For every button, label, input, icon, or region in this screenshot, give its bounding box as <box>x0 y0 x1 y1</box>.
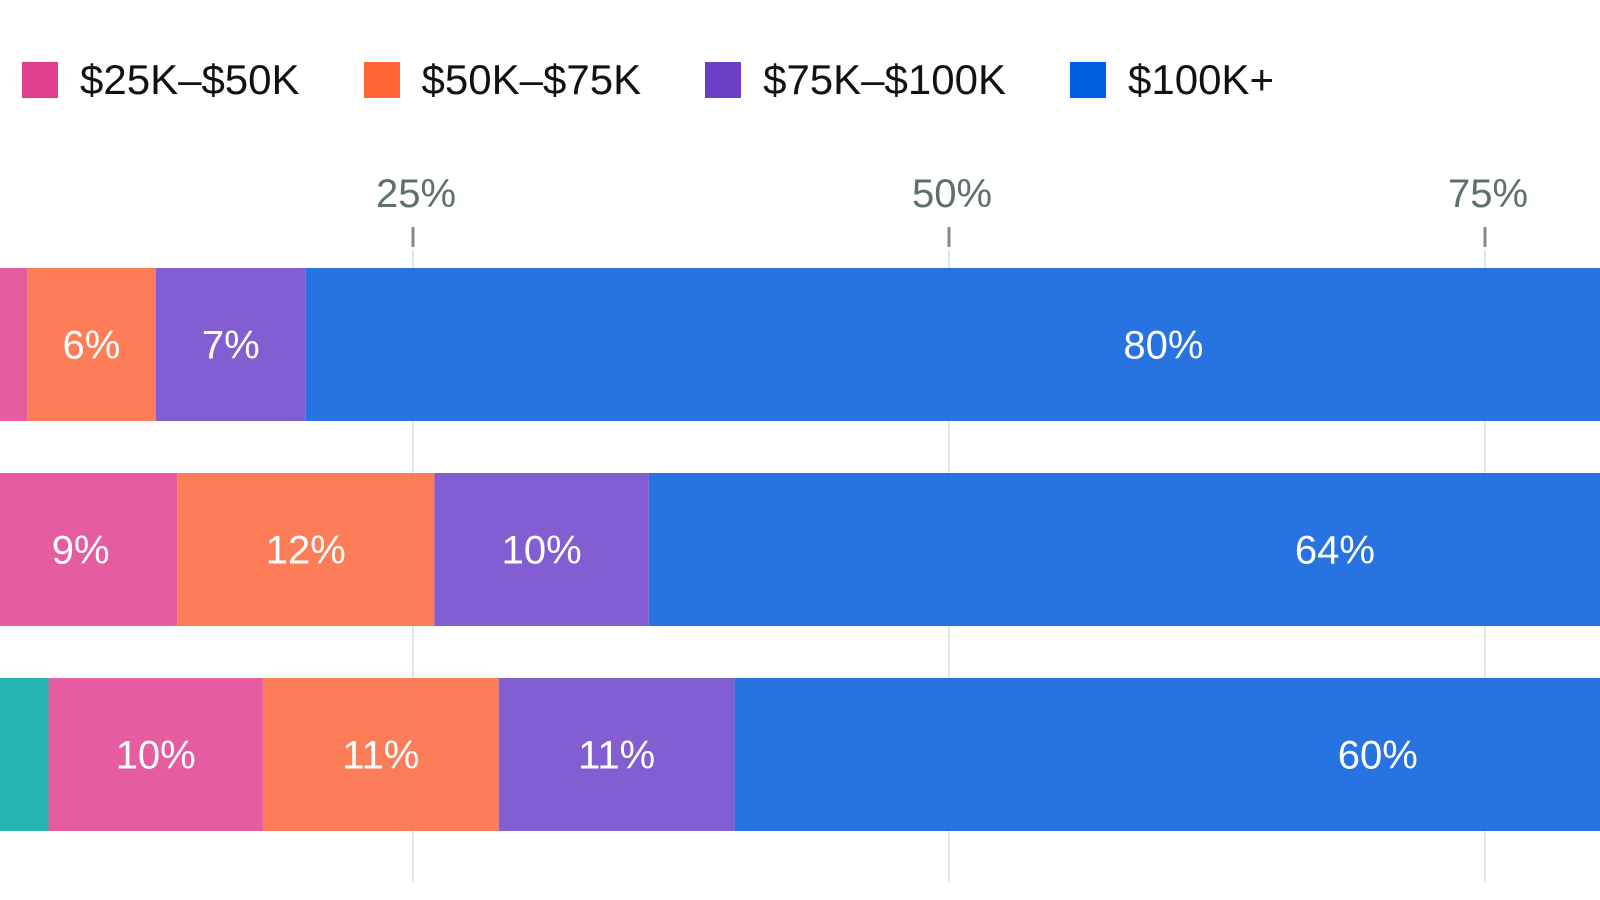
bar-segment <box>734 678 1600 831</box>
data-label: 7% <box>202 324 260 368</box>
bar-segment <box>0 473 178 626</box>
data-label: 60% <box>1338 734 1418 778</box>
legend-item-50k-75k: $50K–$75K <box>363 56 642 104</box>
legend-item-75k-100k: $75K–$100K <box>705 56 1006 104</box>
data-label: 10% <box>116 734 196 778</box>
legend-swatch <box>363 62 400 98</box>
legend-label: $100K+ <box>1128 56 1274 103</box>
legend-label: $25K–$50K <box>80 56 300 103</box>
data-label: 11% <box>342 734 419 778</box>
data-label: 11% <box>578 734 655 778</box>
bar-segment <box>648 473 1600 626</box>
bar-segment <box>155 268 306 421</box>
bar-segment <box>0 678 49 831</box>
legend-label: $50K–$75K <box>421 56 642 103</box>
data-label: 12% <box>266 529 346 573</box>
bar-segment <box>177 473 435 626</box>
legend-swatch <box>1070 62 1106 98</box>
bar-segment <box>434 473 649 626</box>
bar-segment <box>498 678 735 831</box>
bar-segment <box>27 268 156 421</box>
data-label: 80% <box>1123 324 1203 368</box>
data-label: 64% <box>1295 529 1375 573</box>
legend-item-100k-plus: $100K+ <box>1070 56 1274 104</box>
data-label: 9% <box>52 529 110 573</box>
bar-segment <box>262 678 499 831</box>
legend-swatch <box>22 62 58 98</box>
legend-item-25k-50k: $25K–$50K <box>22 56 300 104</box>
legend-label: $75K–$100K <box>763 56 1006 103</box>
tick-label: 75% <box>1448 172 1528 216</box>
data-label: 10% <box>502 529 582 573</box>
tick-label: 50% <box>912 172 992 216</box>
legend-swatch <box>705 62 742 98</box>
bar-segment <box>48 678 263 831</box>
data-label: 6% <box>62 324 120 368</box>
legend: $25K–$50K $50K–$75K $75K–$100K $100K+ <box>22 56 1338 104</box>
bar-segment <box>0 268 28 421</box>
tick-label: 25% <box>376 172 456 216</box>
bar-segment <box>305 268 1600 421</box>
